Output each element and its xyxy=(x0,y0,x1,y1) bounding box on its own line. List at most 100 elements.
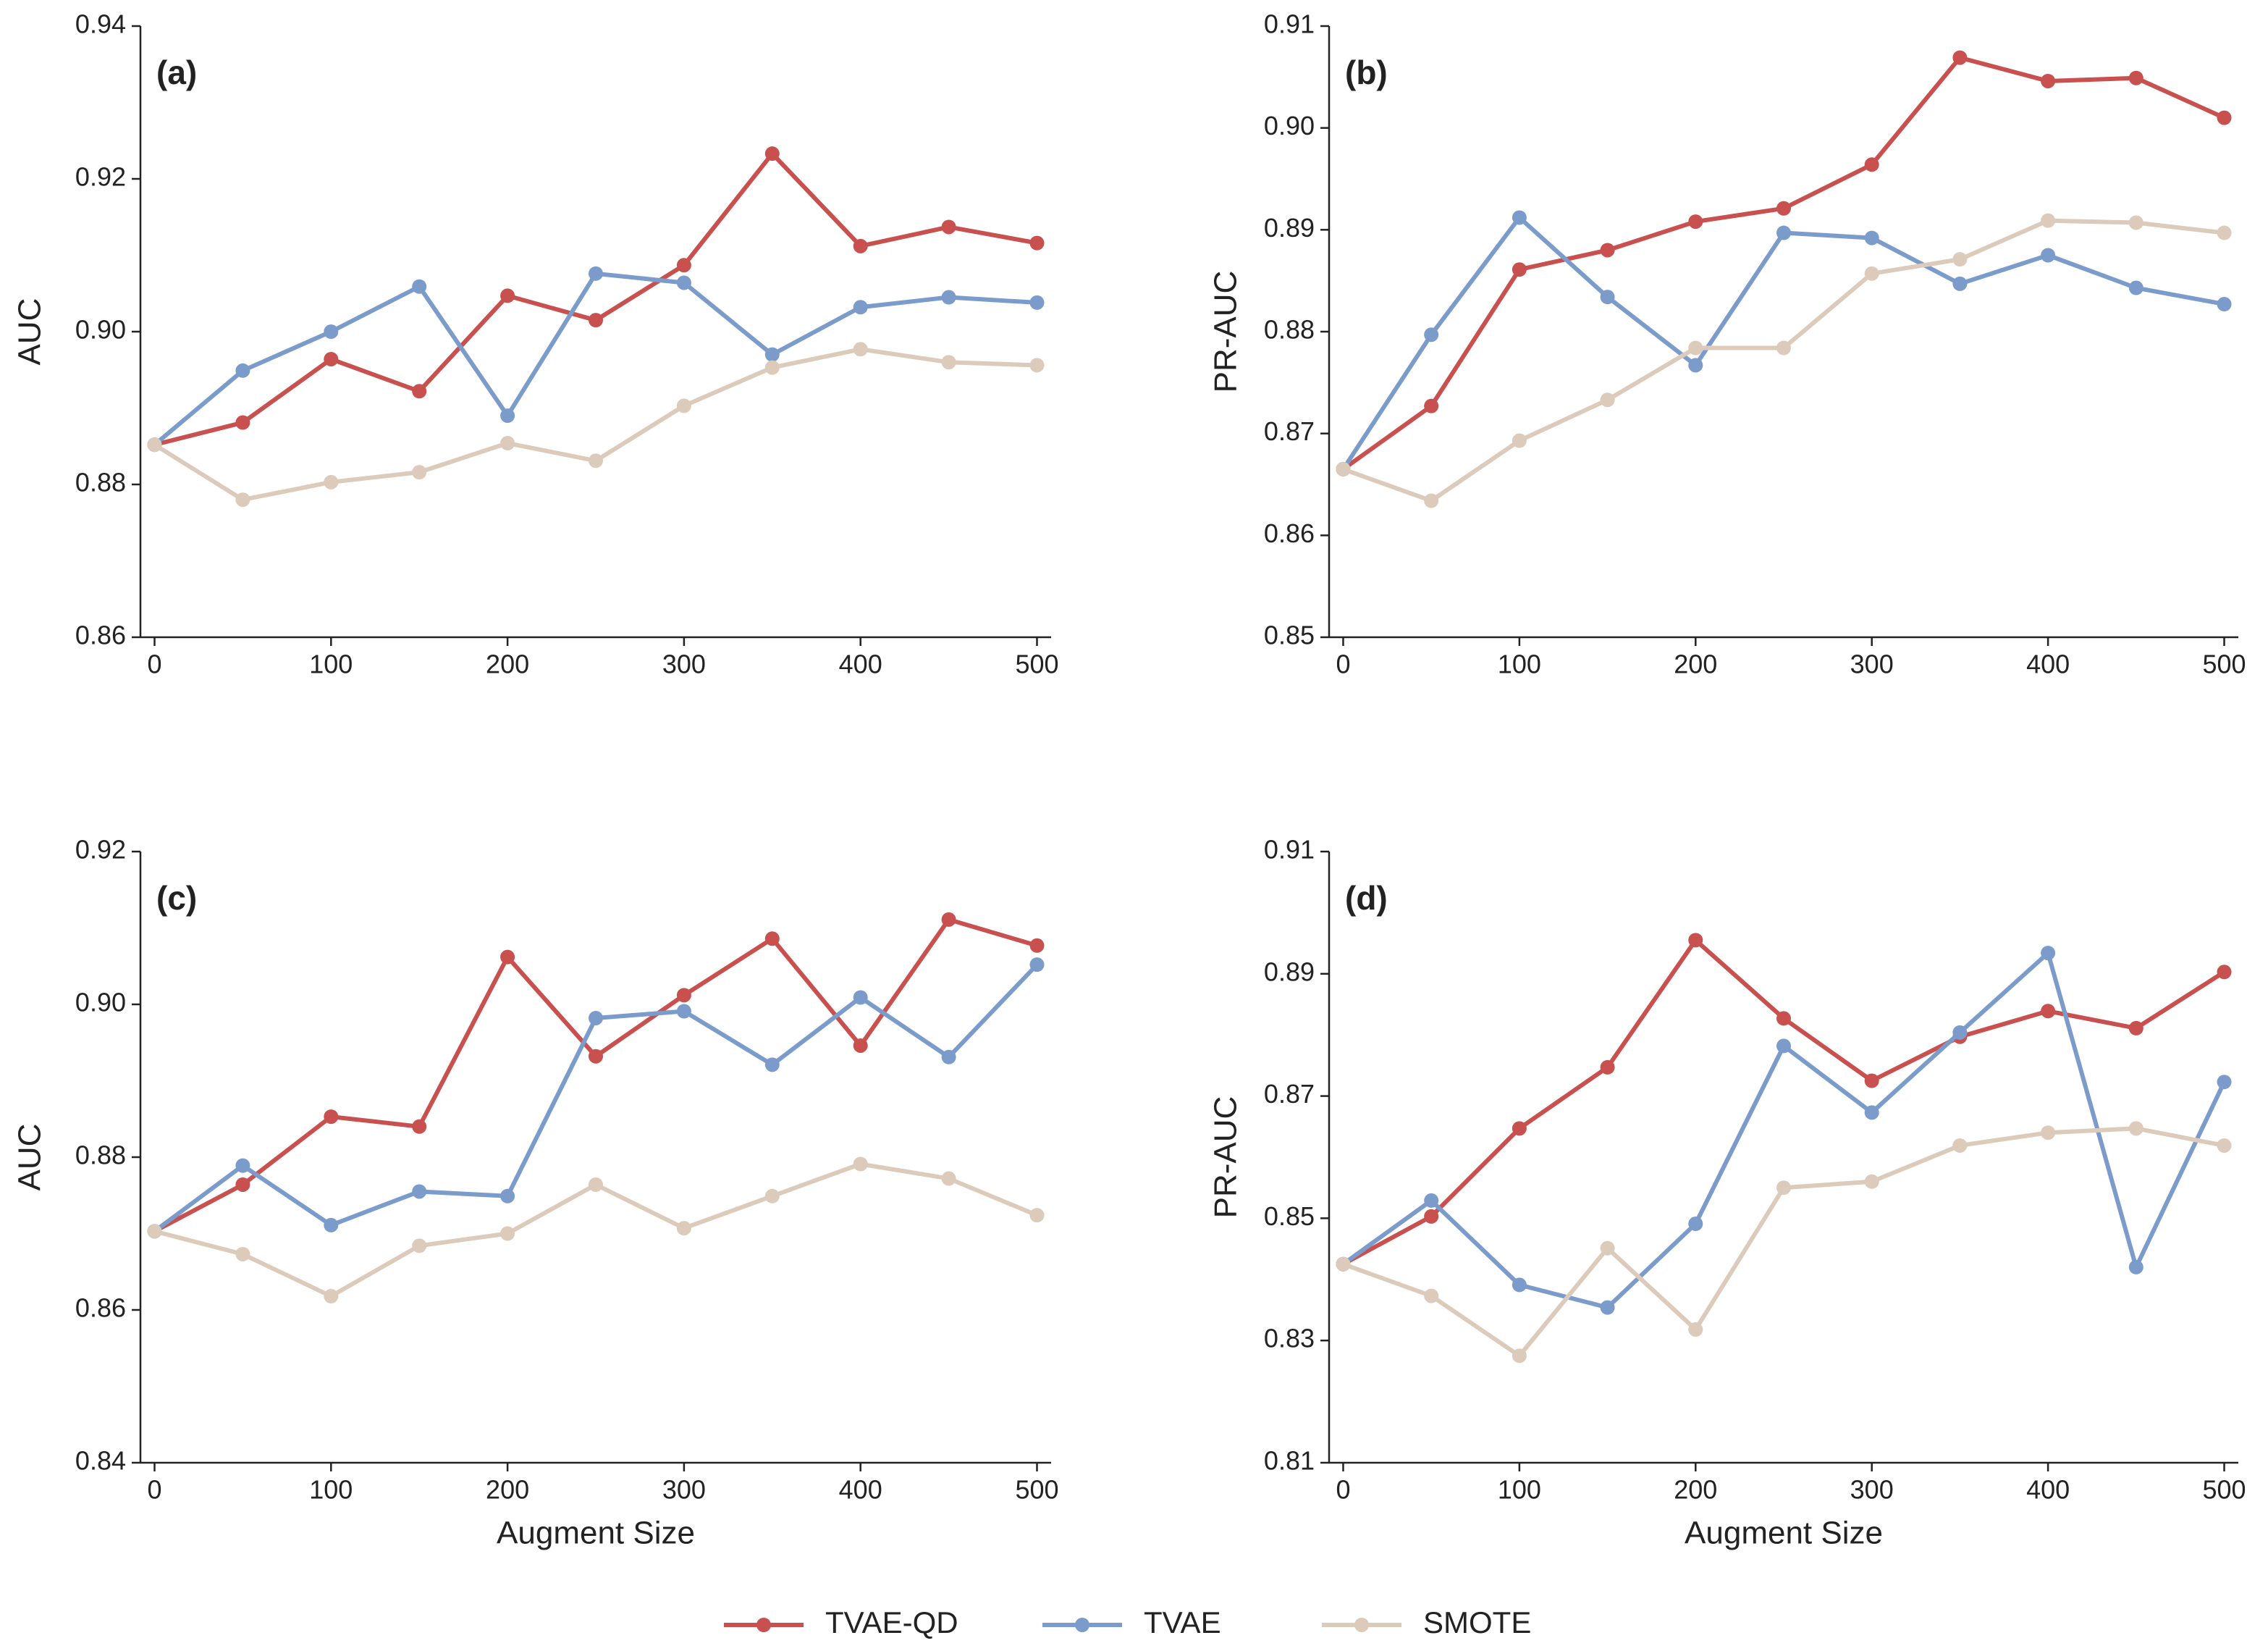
data-point xyxy=(412,1184,427,1199)
y-tick-label: 0.90 xyxy=(1264,111,1315,140)
data-point xyxy=(1776,1180,1791,1196)
data-point xyxy=(500,436,515,451)
data-point xyxy=(941,219,956,235)
data-point xyxy=(2128,215,2143,230)
data-point xyxy=(1600,243,1615,258)
data-point xyxy=(1512,1348,1527,1364)
y-tick-label: 0.90 xyxy=(75,315,126,345)
x-tick-label: 0 xyxy=(1336,650,1350,679)
data-point xyxy=(853,238,868,253)
y-tick-label: 0.84 xyxy=(75,1446,126,1476)
data-point xyxy=(1776,340,1791,356)
x-tick-label: 100 xyxy=(1498,1475,1541,1505)
data-point xyxy=(2128,70,2143,85)
legend: TVAE-QD TVAE SMOTE xyxy=(724,1605,1531,1639)
y-tick-label: 0.87 xyxy=(1264,1079,1315,1109)
data-point xyxy=(324,324,339,339)
data-point xyxy=(1424,493,1439,508)
data-point xyxy=(1864,157,1879,172)
panel: 0.85 0.86 0.87 0.88 0.89 0.90 0.91 0 100 200 300 40… xyxy=(1208,9,2246,679)
x-tick-label: 400 xyxy=(2026,650,2070,679)
x-tick-label: 200 xyxy=(486,1475,529,1505)
data-point xyxy=(500,949,515,965)
x-tick-label: 0 xyxy=(147,650,161,679)
panel: 0.81 0.83 0.85 0.87 0.89 0.91 0 100 200 300 400 500… xyxy=(1208,835,2246,1551)
data-point xyxy=(2128,1259,2143,1274)
legend-marker xyxy=(1354,1618,1369,1632)
data-point xyxy=(1029,358,1045,373)
data-point xyxy=(1336,1256,1351,1272)
data-point xyxy=(589,266,603,281)
x-tick-label: 400 xyxy=(839,650,882,679)
data-point xyxy=(324,1217,339,1232)
data-point xyxy=(1688,214,1703,230)
data-point xyxy=(235,1158,250,1173)
data-point xyxy=(1600,1300,1615,1315)
x-tick-label: 100 xyxy=(1498,650,1541,679)
data-point xyxy=(412,279,427,294)
data-point xyxy=(2041,213,2056,228)
data-point xyxy=(1952,252,1968,267)
data-point xyxy=(2041,73,2056,88)
data-point xyxy=(2041,946,2056,961)
data-point xyxy=(2217,297,2232,312)
data-point xyxy=(2128,1020,2143,1035)
y-tick-label: 0.94 xyxy=(75,9,126,39)
data-point xyxy=(853,342,868,357)
y-tick-label: 0.88 xyxy=(75,468,126,497)
data-point xyxy=(764,1188,780,1203)
y-tick-label: 0.91 xyxy=(1264,9,1315,39)
data-point xyxy=(412,1119,427,1134)
data-point xyxy=(2217,225,2232,240)
y-axis-label: AUC xyxy=(12,1124,48,1191)
y-tick-label: 0.92 xyxy=(75,162,126,192)
data-point xyxy=(235,1246,250,1261)
data-point xyxy=(1336,461,1351,476)
data-point xyxy=(1864,230,1879,245)
data-point xyxy=(412,384,427,399)
y-tick-label: 0.90 xyxy=(75,988,126,1017)
panel: 0.86 0.88 0.90 0.92 0.94 0 100 200 300 400 500 AUC (… xyxy=(12,9,1059,679)
y-axis-label: PR-AUC xyxy=(1208,271,1244,393)
data-point xyxy=(2217,965,2232,980)
data-point xyxy=(1688,933,1703,948)
data-point xyxy=(235,415,250,430)
y-tick-label: 0.89 xyxy=(1264,213,1315,243)
x-tick-label: 500 xyxy=(2202,1475,2246,1505)
data-point xyxy=(676,275,691,290)
x-tick-label: 500 xyxy=(1015,650,1058,679)
data-point xyxy=(412,1238,427,1253)
data-point xyxy=(235,363,250,378)
y-tick-label: 0.85 xyxy=(1264,621,1315,650)
data-point xyxy=(2217,1075,2232,1090)
data-point xyxy=(853,1156,868,1172)
x-tick-label: 100 xyxy=(309,650,353,679)
y-tick-label: 0.86 xyxy=(75,1293,126,1323)
data-point xyxy=(764,1057,780,1072)
data-point xyxy=(676,398,691,413)
panel-label: (b) xyxy=(1345,54,1388,91)
data-point xyxy=(1029,295,1045,310)
data-point xyxy=(676,988,691,1003)
legend-label: TVAE xyxy=(1144,1605,1221,1639)
data-point xyxy=(1688,1216,1703,1231)
data-point xyxy=(1512,1277,1527,1293)
y-axis-label: AUC xyxy=(12,298,48,366)
x-tick-label: 0 xyxy=(1336,1475,1350,1505)
data-point xyxy=(412,465,427,480)
data-point xyxy=(1029,1208,1045,1223)
data-point xyxy=(1688,1322,1703,1337)
data-point xyxy=(324,351,339,366)
data-point xyxy=(853,990,868,1005)
y-tick-label: 0.88 xyxy=(75,1140,126,1170)
data-point xyxy=(1776,1011,1791,1026)
x-tick-label: 300 xyxy=(662,650,706,679)
panel-label: (d) xyxy=(1345,879,1388,917)
x-tick-label: 0 xyxy=(147,1475,161,1505)
data-point xyxy=(2128,1121,2143,1136)
panel: 0.84 0.86 0.88 0.90 0.92 0 100 200 300 400 500 AUC A… xyxy=(12,835,1059,1551)
data-point xyxy=(1864,1174,1879,1189)
data-point xyxy=(147,437,162,453)
data-point xyxy=(1776,201,1791,216)
x-tick-label: 200 xyxy=(1674,650,1717,679)
